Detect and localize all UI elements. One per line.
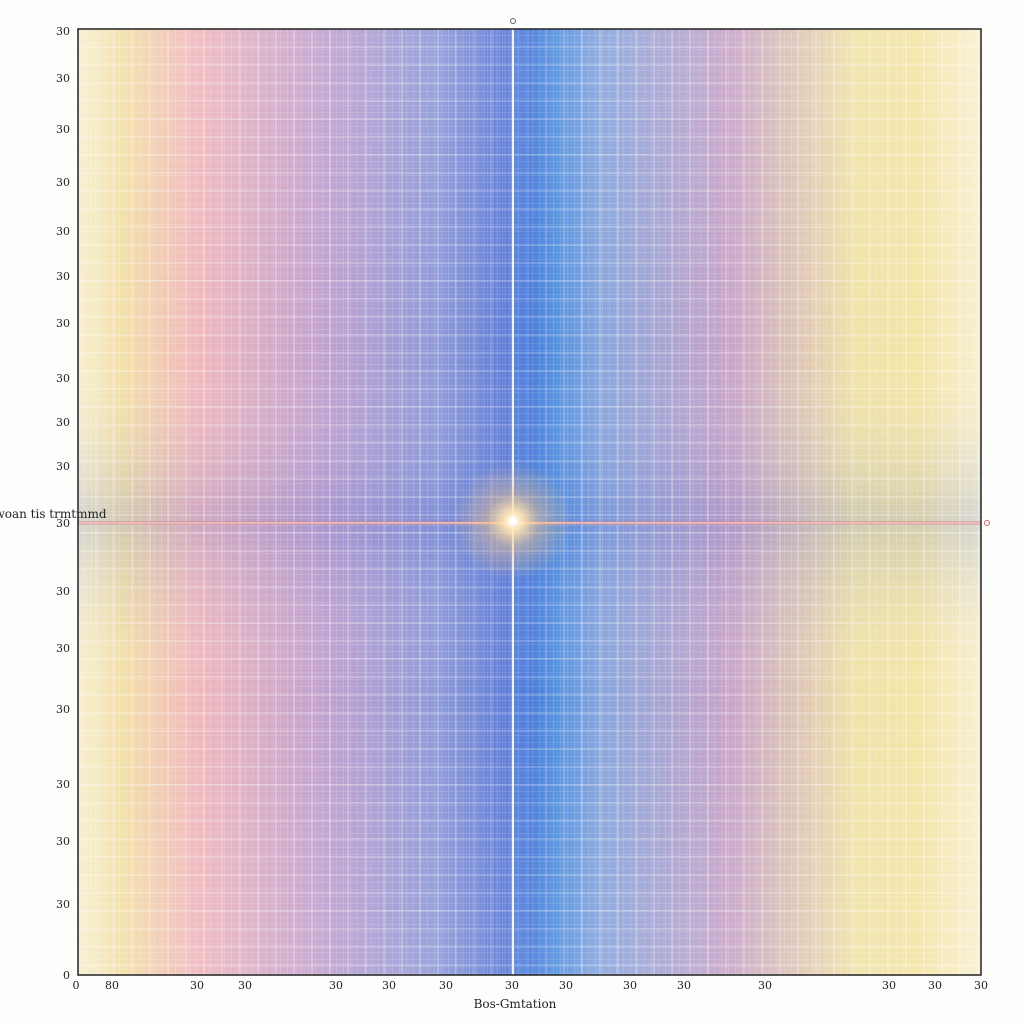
y-axis-ticks: 30 30 30 30 30 30 30 30 30 30 30 30 30 30 30 30 30 0 (56, 25, 70, 982)
y-tick-label: 30 (56, 517, 70, 530)
x-tick-label: 30 (439, 979, 453, 992)
x-tick-label: 30 (559, 979, 573, 992)
y-tick-label: 30 (56, 460, 70, 473)
x-axis-ticks: 0 80 30 30 30 30 30 30 30 30 30 30 30 30 30 (73, 979, 989, 992)
y-tick-label: 30 (56, 317, 70, 330)
x-tick-label: 30 (190, 979, 204, 992)
y-tick-label: 30 (56, 835, 70, 848)
y-tick-label: 30 (56, 270, 70, 283)
top-marker (510, 18, 516, 24)
plot-frame (77, 28, 982, 976)
x-tick-label: 30 (238, 979, 252, 992)
x-tick-label: 30 (505, 979, 519, 992)
x-tick-label: 30 (677, 979, 691, 992)
y-tick-label: 30 (56, 72, 70, 85)
y-tick-label: 30 (56, 225, 70, 238)
y-tick-label: 30 (56, 416, 70, 429)
y-tick-label: 30 (56, 372, 70, 385)
right-marker (984, 520, 990, 526)
peak-core (509, 517, 517, 525)
y-axis-title: Dmwoan tis trmtmmd (0, 507, 107, 521)
x-tick-label: 80 (105, 979, 119, 992)
y-tick-label: 30 (56, 642, 70, 655)
y-tick-label: 30 (56, 703, 70, 716)
x-tick-label: 30 (329, 979, 343, 992)
x-tick-label: 0 (73, 979, 80, 992)
x-tick-label: 30 (623, 979, 637, 992)
x-axis-title: Bos-Gmtation (474, 997, 557, 1011)
x-tick-label: 30 (928, 979, 942, 992)
y-tick-label: 0 (63, 969, 70, 982)
x-tick-label: 30 (758, 979, 772, 992)
x-tick-label: 30 (382, 979, 396, 992)
y-tick-label: 30 (56, 25, 70, 38)
x-tick-label: 30 (974, 979, 988, 992)
plot-area (77, 18, 990, 976)
y-tick-label: 30 (56, 898, 70, 911)
x-tick-label: 30 (882, 979, 896, 992)
y-tick-label: 30 (56, 176, 70, 189)
y-tick-label: 30 (56, 123, 70, 136)
y-tick-label: 30 (56, 585, 70, 598)
y-tick-label: 30 (56, 778, 70, 791)
